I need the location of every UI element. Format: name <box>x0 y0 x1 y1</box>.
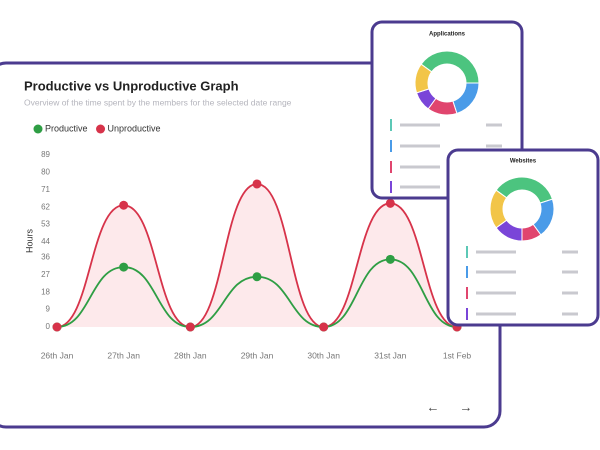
legend-text-placeholder <box>476 312 516 316</box>
legend-value-placeholder <box>562 270 578 274</box>
y-tick-label: 71 <box>41 185 50 194</box>
y-tick-label: 89 <box>41 150 50 159</box>
y-tick-label: 36 <box>41 253 50 262</box>
legend-bar <box>466 266 468 278</box>
websites-card: Websites <box>446 148 600 327</box>
point <box>52 322 62 332</box>
y-tick-label: 62 <box>41 202 50 211</box>
legend-bar <box>466 246 468 258</box>
point <box>119 200 129 210</box>
chart-subtitle: Overview of the time spent by the member… <box>24 97 292 107</box>
legend-bar <box>390 161 392 173</box>
x-tick-label: 30th Jan <box>307 350 340 360</box>
x-tick-label: 26th Jan <box>41 350 74 360</box>
legend-text-placeholder <box>476 270 516 274</box>
legend-text-placeholder <box>400 144 440 148</box>
y-tick-label: 18 <box>41 287 50 296</box>
y-tick-label: 44 <box>41 237 50 246</box>
point <box>252 272 262 282</box>
x-tick-label: 29th Jan <box>241 350 274 360</box>
legend-text-placeholder <box>400 165 440 169</box>
next-button[interactable]: → <box>460 399 473 414</box>
y-axis-label: Hours <box>24 229 34 254</box>
legend-bar <box>390 181 392 193</box>
legend-text-placeholder <box>476 250 516 254</box>
y-tick-label: 9 <box>46 305 51 314</box>
legend-value-placeholder <box>562 291 578 295</box>
legend-value-placeholder <box>486 144 502 148</box>
legend-text-placeholder <box>400 123 440 127</box>
legend-bar <box>390 140 392 152</box>
legend-bar <box>466 287 468 299</box>
legend-label: Productive <box>45 123 88 133</box>
point <box>319 322 329 332</box>
y-tick-label: 80 <box>41 168 50 177</box>
legend-bar <box>390 119 392 131</box>
y-tick-label: 0 <box>46 322 51 331</box>
point <box>385 198 395 208</box>
x-tick-label: 31st Jan <box>374 350 406 360</box>
legend-text-placeholder <box>400 185 440 189</box>
y-tick-label: 53 <box>41 220 50 229</box>
point <box>252 179 262 189</box>
y-tick-label: 27 <box>41 270 50 279</box>
point <box>185 322 195 332</box>
legend-swatch <box>33 124 43 134</box>
donut-slice <box>489 189 508 229</box>
donut-title: Applications <box>429 32 466 38</box>
x-tick-label: 1st Feb <box>443 350 472 360</box>
donut-title: Websites <box>510 159 537 165</box>
legend-label: Unproductive <box>108 123 161 133</box>
legend-bar <box>466 308 468 320</box>
donut-slice <box>414 63 433 94</box>
legend-text-placeholder <box>476 291 516 295</box>
legend-value-placeholder <box>562 312 578 316</box>
prev-button[interactable]: ← <box>427 399 440 414</box>
chart-title: Productive vs Unproductive Graph <box>24 78 239 93</box>
legend-value-placeholder <box>486 123 502 127</box>
legend-swatch <box>96 124 106 134</box>
legend-value-placeholder <box>562 250 578 254</box>
x-tick-label: 28th Jan <box>174 350 207 360</box>
point <box>119 262 129 272</box>
x-tick-label: 27th Jan <box>107 350 140 360</box>
point <box>385 254 395 264</box>
